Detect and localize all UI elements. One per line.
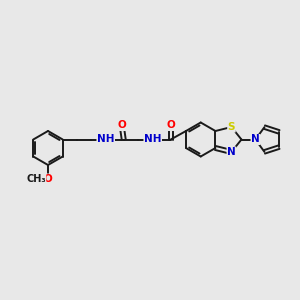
Text: O: O (44, 174, 52, 184)
Text: N: N (251, 134, 260, 145)
Text: S: S (228, 122, 235, 132)
Text: N: N (227, 147, 236, 157)
Text: O: O (166, 121, 175, 130)
Text: NH: NH (97, 134, 115, 145)
Text: NH: NH (144, 134, 161, 145)
Text: CH₃: CH₃ (26, 174, 46, 184)
Text: O: O (117, 121, 126, 130)
